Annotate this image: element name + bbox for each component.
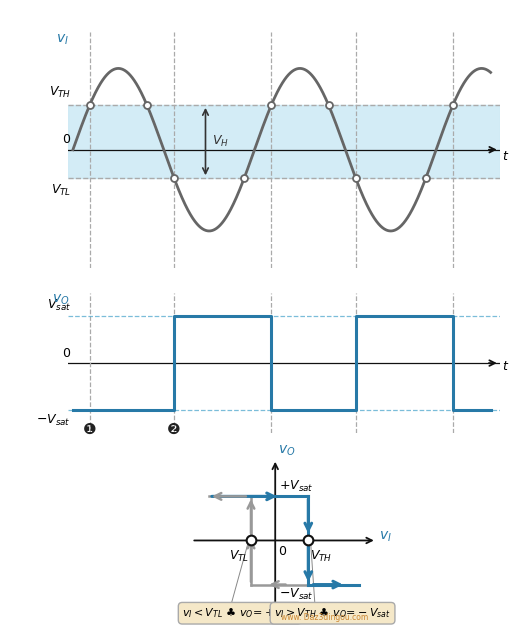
Text: $v_O$: $v_O$ bbox=[278, 443, 296, 457]
Text: $0$: $0$ bbox=[278, 545, 287, 558]
Text: ❷: ❷ bbox=[167, 422, 181, 437]
Text: $v_I$: $v_I$ bbox=[56, 32, 69, 47]
Text: $v_I < V_{TL}\ \clubsuit\ v_O\!=\!+V_{sat}$: $v_I < V_{TL}\ \clubsuit\ v_O\!=\!+V_{sa… bbox=[182, 606, 298, 620]
Text: $V_H$: $V_H$ bbox=[212, 134, 229, 149]
Text: $+V_{sat}$: $+V_{sat}$ bbox=[279, 479, 313, 494]
Text: $V_{TH}$: $V_{TH}$ bbox=[49, 85, 71, 100]
Text: $v_I > V_{TH}\ \clubsuit\ v_O\!=\!-V_{sat}$: $v_I > V_{TH}\ \clubsuit\ v_O\!=\!-V_{sa… bbox=[274, 606, 391, 620]
Text: $t$: $t$ bbox=[502, 361, 510, 373]
Text: ❶: ❶ bbox=[290, 606, 302, 620]
Text: $v_O$: $v_O$ bbox=[52, 293, 69, 307]
Text: ❶: ❶ bbox=[83, 422, 97, 437]
Text: $0$: $0$ bbox=[62, 133, 71, 147]
Text: $t$: $t$ bbox=[502, 150, 510, 162]
Text: $V_{TL}$: $V_{TL}$ bbox=[228, 549, 249, 564]
Text: $v_I$: $v_I$ bbox=[379, 530, 392, 544]
Text: $0$: $0$ bbox=[62, 347, 71, 360]
Text: $-V_{sat}$: $-V_{sat}$ bbox=[36, 413, 71, 428]
Text: www. Daz3dingou.com: www. Daz3dingou.com bbox=[280, 613, 368, 622]
Text: $V_{TH}$: $V_{TH}$ bbox=[310, 549, 333, 564]
Text: $V_{TL}$: $V_{TL}$ bbox=[51, 183, 71, 198]
Bar bbox=[68, 105, 500, 178]
Text: ❷: ❷ bbox=[196, 606, 209, 620]
Text: $-V_{sat}$: $-V_{sat}$ bbox=[279, 587, 313, 602]
Text: $V_{sat}$: $V_{sat}$ bbox=[47, 298, 71, 313]
